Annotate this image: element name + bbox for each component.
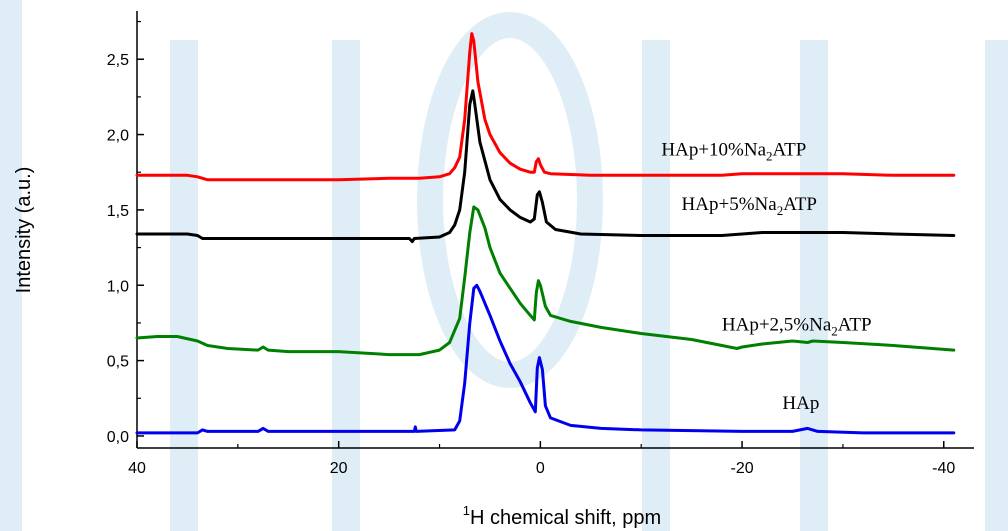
x-tick-label: 40 — [128, 460, 146, 477]
x-tick-label: -20 — [730, 460, 753, 477]
series-label: HAp+2,5%Na2ATP — [722, 314, 872, 338]
y-axis-title: Intensity (a.u.) — [13, 167, 35, 294]
x-axis-title-superscript: 1 — [463, 503, 470, 518]
series-line-3 — [135, 32, 956, 182]
series-line-1 — [135, 205, 956, 357]
y-tick-label: 0,0 — [107, 429, 129, 446]
y-tick-label: 1,0 — [107, 278, 129, 295]
watermark-band — [332, 40, 360, 531]
y-tick-label: 1,5 — [107, 203, 129, 220]
y-tick-label: 0,5 — [107, 354, 129, 371]
x-ticks: 40 20 0 -20 -40 — [128, 441, 955, 477]
watermark-band — [170, 40, 198, 531]
watermark-ring — [417, 12, 603, 388]
series-label-text: ATP — [838, 314, 872, 335]
series-label-subscript: 2 — [777, 203, 784, 218]
y-tick-label: 2,5 — [107, 52, 129, 69]
series-label-subscript: 2 — [831, 323, 838, 338]
series-label-text: ATP — [773, 140, 807, 161]
series-label: HAp+10%Na2ATP — [661, 140, 806, 164]
x-tick-label: 0 — [536, 460, 545, 477]
series-label: HAp — [782, 393, 819, 414]
watermark-band — [985, 40, 1008, 531]
series-label-text: HAp+2,5%Na — [722, 314, 832, 335]
x-axis-title-text: H chemical shift, ppm — [470, 507, 661, 529]
series-label-text: HAp+10%Na — [661, 140, 766, 161]
watermark-band — [0, 0, 22, 531]
series-layer — [135, 32, 956, 435]
series-line-0 — [135, 283, 956, 435]
series-label-text: HAp+5%Na — [682, 194, 778, 215]
x-tick-label: -40 — [932, 460, 955, 477]
series-label-text: HAp — [782, 393, 819, 414]
series-labels: HApHAp+2,5%Na2ATPHAp+5%Na2ATPHAp+10%Na2A… — [661, 140, 871, 414]
series-label-text: ATP — [783, 194, 817, 215]
watermark-band — [800, 40, 828, 531]
x-axis-title: 1H chemical shift, ppm — [463, 503, 661, 529]
series-line-2 — [135, 89, 956, 244]
watermark-band — [642, 40, 670, 531]
y-ticks: 0,0 0,5 1,0 1,5 2,0 2,5 — [107, 20, 144, 446]
x-tick-label: 20 — [330, 460, 348, 477]
y-tick-label: 2,0 — [107, 128, 129, 145]
series-label: HAp+5%Na2ATP — [682, 194, 817, 218]
series-label-subscript: 2 — [766, 149, 773, 164]
